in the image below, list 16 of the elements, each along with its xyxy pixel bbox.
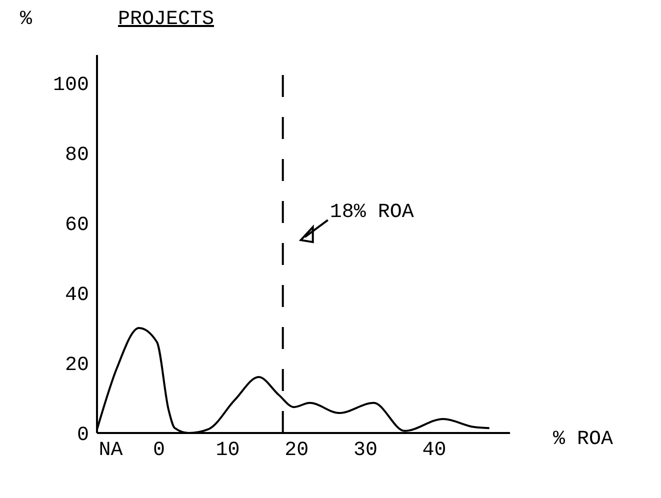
x-tick-label: 0 [152,439,165,462]
y-tick-label: 20 [64,354,89,378]
x-tick-label: 20 [284,439,309,462]
x-axis-title: % ROA [553,428,614,451]
x-tick-label: 30 [353,439,378,462]
x-tick-label: NA [98,439,123,462]
y-axis-title: % [20,8,32,31]
y-tick-label: 60 [64,214,89,238]
chart-title: PROJECTS [118,8,214,31]
ref-line-label: 18% ROA [330,201,414,224]
y-tick-label: 40 [64,284,89,308]
x-tick-label: 40 [422,439,446,462]
x-tick-label: 10 [216,439,240,462]
y-tick-label: 0 [76,424,89,448]
y-tick-label: 80 [64,144,89,168]
y-tick-label: 100 [52,74,89,98]
